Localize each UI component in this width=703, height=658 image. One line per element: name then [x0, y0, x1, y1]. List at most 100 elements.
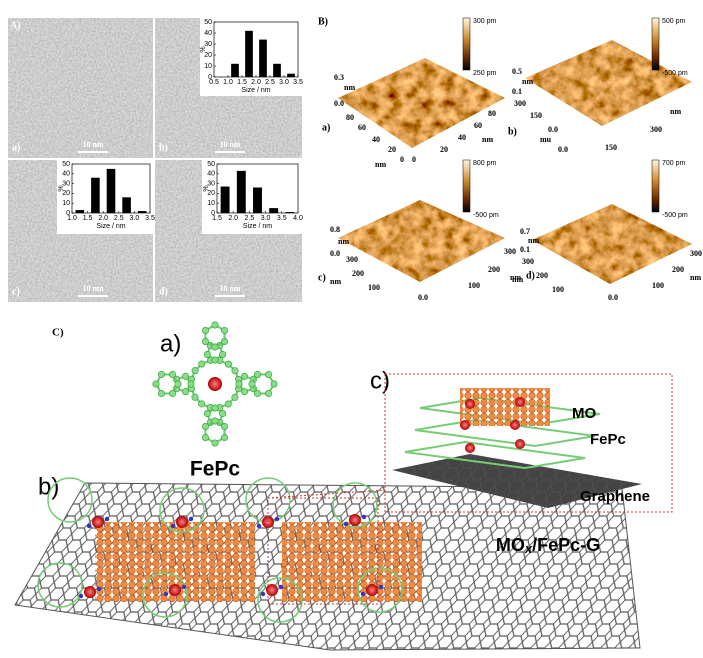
colorbar-min: 250 pm [473, 70, 497, 77]
axis-text: 100 [652, 281, 664, 290]
atom [191, 393, 199, 401]
iron-atom [176, 516, 188, 528]
axis-text: 300 [514, 99, 526, 108]
x-tick-label: 1.5 [83, 215, 93, 222]
atom [203, 350, 211, 358]
axis-text: 200 [352, 269, 364, 278]
n-atom [163, 591, 169, 597]
fepc-ring [142, 572, 188, 618]
atom [248, 380, 256, 388]
axis-text: 300 [522, 257, 534, 266]
atom [201, 433, 209, 441]
atom [211, 343, 219, 351]
histogram-bg [202, 160, 302, 234]
bar [285, 212, 295, 213]
y-tick-label: 30 [204, 41, 212, 48]
y-tick-label: 40 [204, 30, 212, 37]
bar [269, 208, 279, 213]
caption-part: x [524, 541, 533, 556]
axis-text: nm [512, 275, 523, 284]
x-tick-label: 0.5 [209, 79, 219, 86]
iron-atom [465, 443, 475, 453]
panel-label: A) [10, 20, 21, 31]
atom [235, 380, 243, 388]
axis-text: 0 [400, 155, 404, 164]
oxide-block [282, 522, 422, 602]
axis-text: 80 [488, 109, 496, 118]
atom [221, 326, 229, 334]
atom [224, 400, 232, 408]
axis-text: 100 [552, 285, 564, 294]
bar [231, 63, 239, 77]
n-atom [260, 591, 266, 597]
axis-text: 200 [672, 265, 684, 274]
atom [187, 380, 195, 388]
afm-surface [525, 40, 692, 126]
colorbar-max: 500 pm [662, 18, 686, 25]
y-tick-label: 50 [204, 19, 212, 26]
caption: MOx/FePc-G [496, 535, 600, 557]
afm-surface [532, 204, 692, 284]
x-tick-label: 3.5 [145, 215, 155, 222]
x-tick-label: 1.0 [67, 215, 77, 222]
atom [201, 422, 209, 430]
y-tick-label: 50 [62, 161, 70, 168]
atom [169, 390, 177, 398]
y-tick-label: 40 [62, 171, 70, 178]
y-tick-label: 50 [207, 161, 215, 168]
axis-text: nm [510, 273, 521, 282]
n-atom [274, 516, 280, 522]
atom [211, 404, 219, 412]
n-atom [278, 584, 284, 590]
axis-text: 100 [468, 281, 480, 290]
axis-text: nm [522, 77, 533, 86]
iron-atom [515, 397, 525, 407]
image-label: a) [12, 142, 20, 153]
x-axis-label: Size / nm [243, 223, 272, 230]
y-tick-label: 10 [207, 200, 215, 207]
axis-text: 60 [474, 121, 482, 130]
atom [264, 390, 272, 398]
atom [241, 388, 249, 396]
y-axis-label: % [200, 46, 207, 52]
iron-atom [266, 584, 278, 596]
colorbar [462, 159, 471, 213]
iron-atom [460, 420, 470, 430]
atom [181, 372, 189, 380]
y-tick-label: 20 [204, 52, 212, 59]
bar [259, 39, 267, 77]
x-tick-label: 2.5 [245, 215, 255, 222]
axis-text: 20 [388, 145, 396, 154]
colorbar [651, 159, 660, 213]
axis-text: 0.0 [418, 293, 428, 302]
panel-label: B) [318, 16, 328, 27]
axis-text: 200 [488, 265, 500, 274]
atom [191, 367, 199, 375]
x-tick-label: 4.0 [293, 215, 303, 222]
x-tick-label: 2.0 [228, 215, 238, 222]
axis-text: 20 [440, 145, 448, 154]
n-atom [170, 523, 176, 529]
axis-text: 0.5 [512, 67, 522, 76]
fepc-layer [404, 440, 586, 470]
x-axis-label: Size / nm [96, 223, 125, 230]
axis-text: 300 [650, 125, 662, 134]
scale-label: 10 nm [82, 284, 103, 293]
scale-label: 10 nm [82, 140, 103, 149]
fepc-layer [414, 418, 596, 448]
axis-text: nm [670, 107, 681, 116]
axis-text: 0.1 [520, 245, 530, 254]
scale-label: 10 nm [219, 284, 240, 293]
colorbar-min: -500 pm [473, 212, 499, 219]
scale-label: 10 nm [219, 140, 240, 149]
axis-text: 300 [690, 249, 702, 258]
y-tick-label: 30 [207, 180, 215, 187]
colorbar [462, 17, 471, 71]
axis-text: 0.0 [608, 293, 618, 302]
axis-text: 40 [458, 133, 466, 142]
axis-text: nm [482, 135, 493, 144]
atom [254, 390, 262, 398]
plot-label: c) [318, 272, 326, 283]
iron-atom [515, 439, 525, 449]
inset-oxide [460, 388, 550, 426]
